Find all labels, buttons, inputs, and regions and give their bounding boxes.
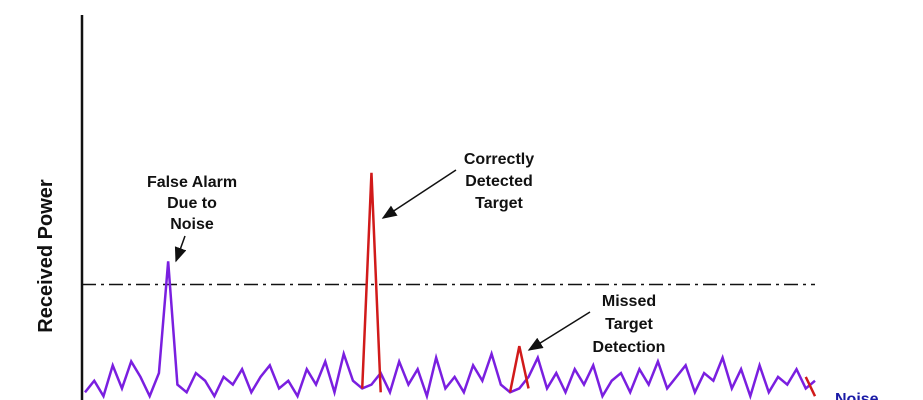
series-line [84,261,816,400]
annotation-line: Detected [465,173,533,190]
annotation: Missed Target Detection [593,293,666,356]
annotation-line: Missed [602,293,656,310]
annotation-line: Due to [167,195,217,212]
annotation-line: Noise [170,216,214,233]
annotation: Correctly Detected Target [464,151,534,212]
annotation-line: Detection [593,339,666,356]
annotation-line: Target [605,316,653,333]
annotation-arrow [174,235,187,263]
annotation: False Alarm Due to Noise [147,174,237,233]
annotation-line: Correctly [464,151,534,168]
y-axis-label: Received Power [35,179,57,333]
annotation-line: Target [475,195,523,212]
series-line [360,172,817,397]
annotation-arrow [381,169,457,219]
legend-label: Noise [835,391,879,400]
annotation-arrow [527,311,591,351]
annotation-line: False Alarm [147,174,237,191]
